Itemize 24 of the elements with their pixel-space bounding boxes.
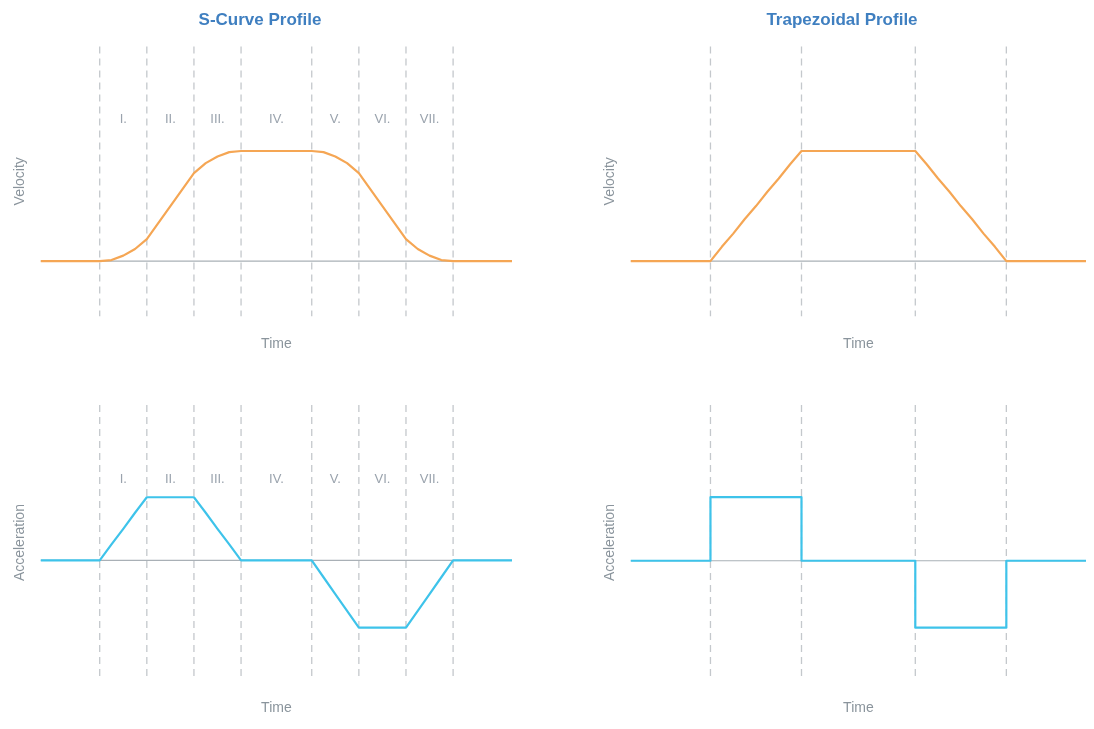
text: IV.: [269, 110, 284, 126]
y-axis-title: Velocity: [601, 157, 618, 206]
text: III.: [210, 110, 225, 126]
text: VI.: [374, 110, 391, 126]
text: VII.: [419, 470, 440, 486]
text: IV.: [269, 470, 284, 486]
text: I.: [119, 470, 127, 486]
chart-title: S-Curve Profile: [198, 9, 322, 29]
text: III.: [210, 470, 225, 486]
x-axis-title: Time: [261, 335, 292, 352]
text: VII.: [419, 110, 440, 126]
text: I.: [119, 110, 127, 126]
x-axis-title: Time: [843, 335, 874, 352]
y-axis-title: Acceleration: [11, 504, 28, 582]
text: V.: [329, 470, 341, 486]
text: VI.: [374, 470, 391, 486]
x-axis-title: Time: [261, 699, 292, 716]
chart-title: Trapezoidal Profile: [766, 9, 918, 29]
y-axis-title: Acceleration: [601, 504, 618, 582]
x-axis-title: Time: [843, 699, 874, 716]
y-axis-title: Velocity: [11, 157, 28, 206]
text: V.: [329, 110, 341, 126]
text: II.: [164, 470, 176, 486]
text: II.: [164, 110, 176, 126]
